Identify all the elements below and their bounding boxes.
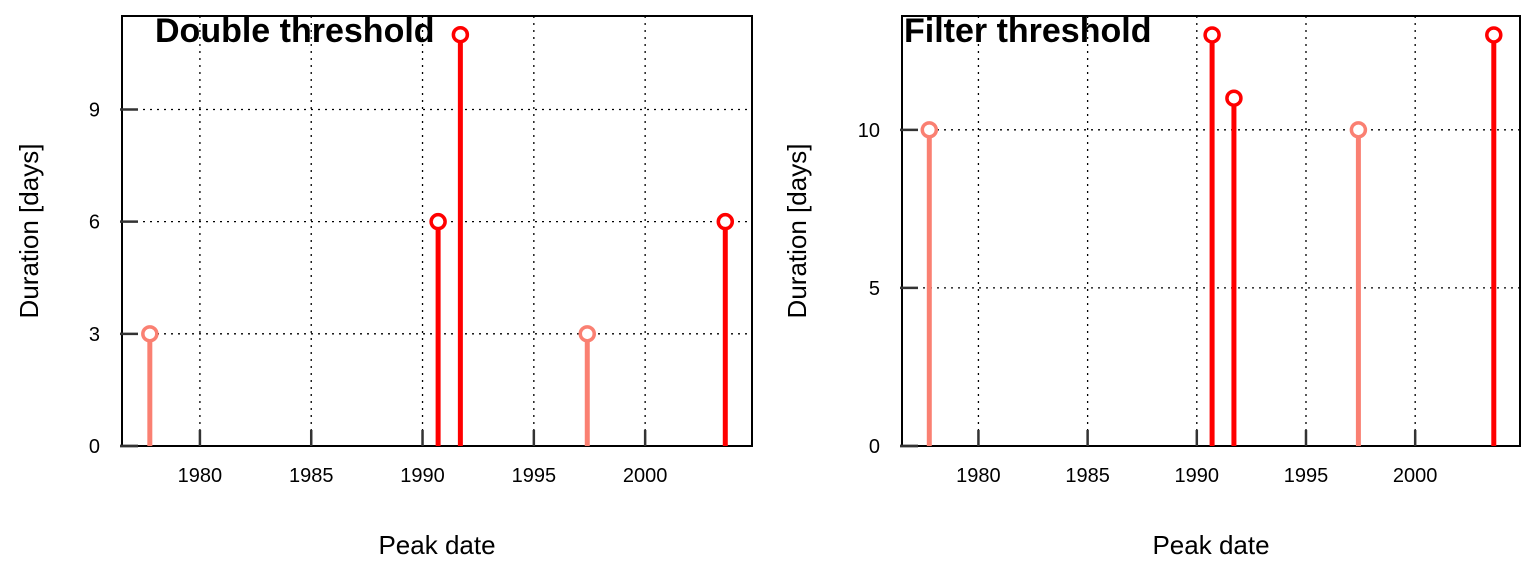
x-tick-label: 1980 [178,465,223,487]
panel-title: Double threshold [155,12,435,50]
y-tick-label: 6 [89,212,100,234]
y-tick-label: 10 [858,120,880,142]
data-point [578,325,597,343]
panel-title: Filter threshold [904,12,1151,50]
panel-double-threshold: 1980 1985 1990 1995 2000 0 3 6 9 Peak date Duratio… [14,12,753,560]
x-tick-label: 2000 [623,465,668,487]
y-tick-label: 0 [89,436,100,458]
data-point [1485,26,1503,44]
x-tick-label: 1990 [400,465,445,487]
x-axis-label: Peak date [1152,530,1269,560]
y-axis-label: Duration [days] [14,144,44,319]
y-tick-label: 0 [869,436,880,458]
data-point [429,212,447,231]
x-tick-label: 1980 [956,465,1001,487]
y-tick-label: 3 [89,324,100,346]
y-tick-label: 5 [869,278,880,300]
x-tick-label: 1995 [512,465,557,487]
data-point [451,25,470,44]
panel-filter-threshold: 1980 1985 1990 1995 2000 0 5 10 Peak date Duratio… [782,12,1521,560]
y-tick-label: 9 [89,99,100,121]
y-axis-label: Duration [days] [782,144,812,319]
data-point [1349,121,1368,139]
x-tick-label: 1985 [289,465,334,487]
x-axis-label: Peak date [378,530,495,560]
x-tick-label: 1990 [1175,465,1220,487]
x-tick-label: 2000 [1393,465,1438,487]
data-point [716,212,735,231]
x-tick-label: 1985 [1065,465,1110,487]
data-point [920,121,939,139]
data-point [1203,26,1221,44]
data-point [1225,89,1243,107]
data-point [141,325,159,343]
x-tick-label: 1995 [1284,465,1329,487]
